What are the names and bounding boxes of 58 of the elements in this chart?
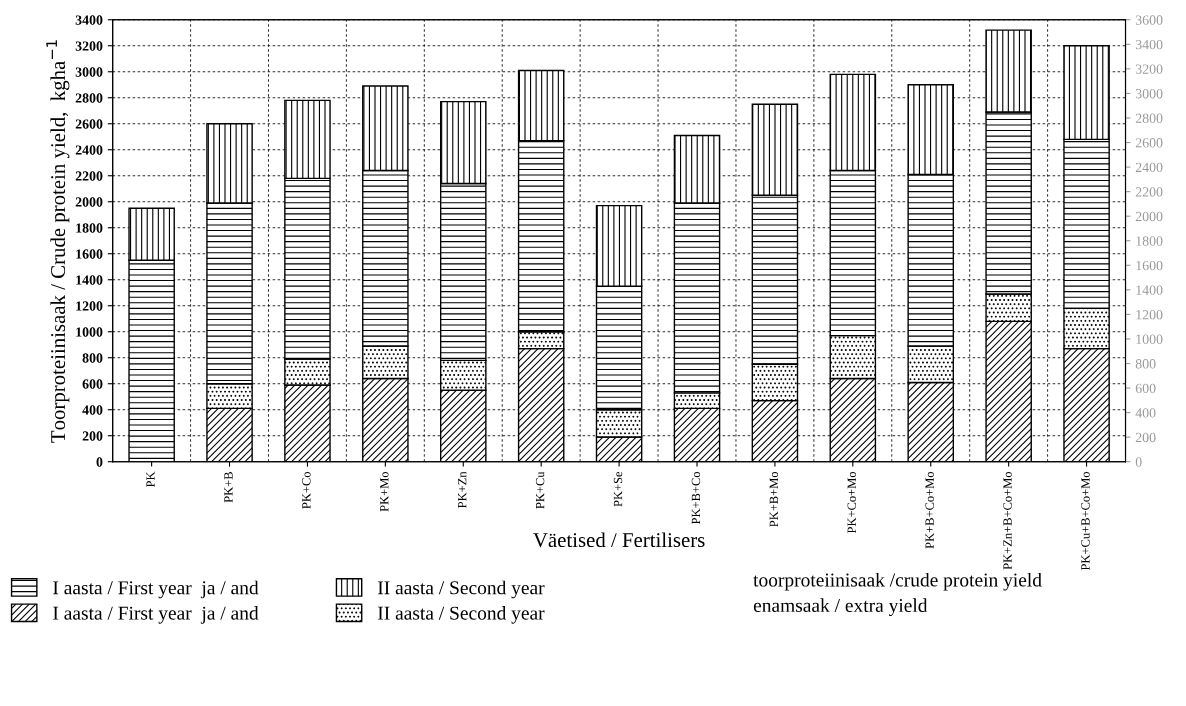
x-tick-label: PK+B+Co (691, 471, 701, 525)
y-tick-label: 3200 (75, 41, 103, 51)
y2-tick-label: 600 (1135, 383, 1156, 394)
legend-label: II aasta / Second year (377, 606, 545, 624)
y2-tick-label: 1200 (1136, 309, 1163, 320)
y-tick-label: 800 (82, 353, 103, 363)
y2-tick-label: 1600 (1136, 260, 1163, 271)
y2-tick-label: 2200 (1135, 187, 1163, 197)
y-tick-label: 2600 (75, 119, 103, 129)
y-tick-label: 1400 (76, 275, 103, 285)
y2-tick-label: 2600 (1135, 138, 1163, 148)
x-tick-label: PK+Se (613, 471, 623, 507)
legend-label: I aasta / First year ja / and (53, 580, 259, 599)
y-tick-label: 2800 (75, 93, 103, 103)
x-tick-label: PK+Zn+B+Co+Mo (1003, 471, 1012, 570)
y-tick-label: 400 (82, 405, 103, 415)
y-tick-label: 200 (82, 431, 103, 441)
y2-tick-label: 1000 (1136, 334, 1163, 344)
x-tick-label: PK+Cu (535, 471, 545, 509)
y-tick-label: 1000 (76, 327, 103, 337)
y-tick-label: 1800 (76, 223, 103, 233)
x-tick-label: PK+Mo (380, 471, 389, 512)
x-axis-title: Väetised / Fertilisers (533, 532, 705, 548)
y-tick-label: 2400 (75, 145, 103, 155)
y2-tick-label: 800 (1135, 359, 1156, 369)
x-tick-label: PK+Co (302, 471, 311, 509)
y2-tick-label: 200 (1135, 432, 1156, 443)
y2-tick-label: 3200 (1135, 64, 1163, 74)
y-tick-label: 2200 (75, 171, 103, 181)
y2-tick-label: 1400 (1136, 285, 1163, 295)
x-tick-label: PK (146, 471, 155, 488)
y-tick-label: 600 (82, 379, 103, 389)
y-tick-label: 3400 (75, 15, 103, 25)
legend-label: II aasta / Second year (377, 580, 545, 599)
y-tick-label: 2000 (75, 197, 103, 207)
y2-tick-label: 2000 (1135, 211, 1163, 222)
text: enamsaak / extra yield (753, 598, 928, 616)
y2-tick-label: 3600 (1135, 15, 1163, 25)
x-tick-label: PK+Zn (458, 471, 467, 508)
legend-label: I aasta / First year ja / and (53, 606, 259, 624)
y2-tick-label: 0 (1135, 457, 1142, 467)
x-tick-label: PK+Co+Mo (847, 471, 856, 534)
y2-tick-label: 3400 (1135, 39, 1163, 50)
y2-tick-label: 400 (1135, 408, 1156, 418)
y-tick-label: 3000 (75, 67, 103, 77)
y2-tick-label: 3000 (1135, 89, 1163, 99)
y-tick-label: 1600 (76, 249, 103, 259)
x-tick-label: PK+B+Mo (769, 471, 779, 527)
y-tick-label: 0 (96, 457, 103, 467)
y2-tick-label: 2800 (1135, 113, 1163, 123)
x-tick-label: PK+Cu+B+Co+Mo (1081, 471, 1090, 571)
y2-tick-label: 2400 (1135, 162, 1163, 173)
x-tick-label: PK+B+Co+Mo (925, 471, 934, 549)
y-tick-label: 1200 (76, 301, 103, 311)
y2-tick-label: 1800 (1136, 236, 1163, 246)
x-tick-label: PK+B (224, 472, 233, 503)
text: toorproteiinisaak /crude protein yield (753, 572, 1042, 591)
y-axis-title: Toorproteiinisaak / Crude protein yield, kgha$^{−1}$ (46, 40, 70, 443)
